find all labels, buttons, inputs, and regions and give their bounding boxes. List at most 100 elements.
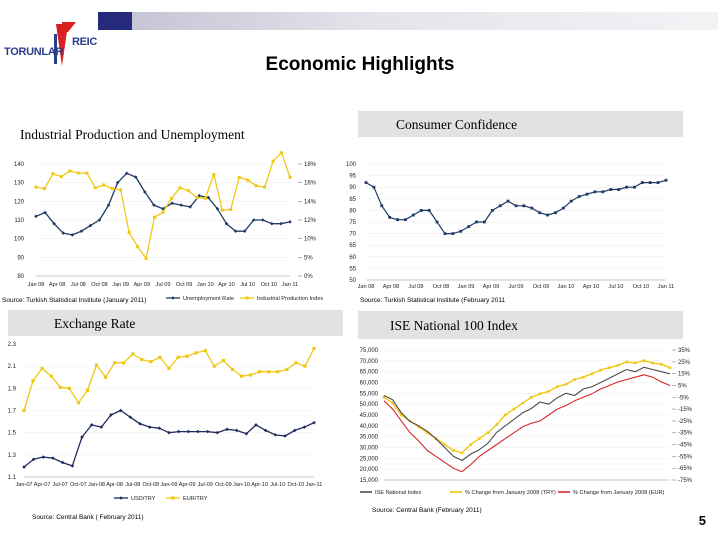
exchange-eur-point-26: [258, 370, 262, 374]
industrial-unemployment-point-26: [270, 221, 274, 226]
industrial-production-point-1: [42, 187, 46, 190]
confidence-category-2: Jul 08: [409, 284, 424, 290]
industrial-category-3: Oct 08: [91, 282, 107, 288]
exchange-tick-1: 1.3: [8, 453, 17, 459]
industrial-category-8: Jan 10: [197, 282, 214, 288]
ise-try-point-27: [616, 364, 620, 367]
exchange-category-10: Jul-09: [198, 482, 213, 488]
exchange-legend-marker-1: [171, 496, 175, 500]
exchange-category-3: Oct-07: [70, 482, 87, 488]
exchange-eur-point-18: [185, 354, 189, 358]
industrial-left-tick-5: 130: [14, 181, 25, 187]
industrial-category-0: Jan 08: [28, 282, 45, 288]
confidence-series-point-6: [411, 213, 415, 217]
confidence-series-point-8: [427, 209, 431, 212]
ise-try-point-0: [382, 395, 386, 399]
industrial-source: Source: Turkish Statistical Institute (J…: [2, 297, 147, 304]
ise-left-tick-3: 30,000: [360, 446, 379, 452]
exchange-category-5: Apr-08: [106, 482, 123, 488]
ise-try-point-21: [564, 382, 568, 386]
industrial-category-6: Jul 09: [156, 282, 171, 288]
ise-try-point-13: [495, 423, 498, 426]
ise-try-point-24: [590, 372, 594, 375]
exchange-category-2: Jul-07: [53, 482, 68, 488]
industrial-legend-label-0: Unemployment Rate: [183, 296, 234, 302]
confidence-series-point-32: [617, 188, 621, 191]
exchange-eur-point-14: [149, 360, 153, 364]
exchange-usd-point-8: [99, 425, 104, 429]
industrial-unemployment-point-7: [97, 218, 102, 222]
logo-text-right: REIC: [72, 36, 98, 48]
exchange-usd-point-14: [157, 426, 162, 431]
confidence-title-box: Consumer Confidence: [358, 111, 683, 137]
exchange-eur-point-13: [140, 357, 144, 362]
exchange-tick-0: 1.1: [8, 475, 17, 481]
industrial-production-point-14: [153, 215, 157, 219]
ise-left-tick-12: 75,000: [360, 348, 379, 354]
industrial-unemployment-point-27: [279, 221, 283, 226]
exchange-eur-point-20: [203, 349, 207, 353]
industrial-production-point-21: [212, 173, 216, 176]
ise-try-point-2: [400, 413, 403, 417]
ise-try-point-25: [599, 368, 602, 372]
confidence-category-9: Apr 10: [583, 284, 599, 290]
exchange-eur-point-28: [276, 370, 280, 374]
industrial-production-point-19: [195, 196, 199, 200]
confidence-tick-8: 90: [349, 185, 356, 191]
confidence-category-7: Oct 09: [533, 284, 549, 290]
industrial-production-point-4: [68, 169, 72, 173]
industrial-legend-label-1: Industrial Production Index: [257, 296, 323, 302]
exchange-tick-2: 1.5: [8, 431, 17, 437]
industrial-left-tick-3: 110: [14, 218, 24, 224]
ise-try-point-15: [512, 407, 516, 411]
exchange-category-6: Jul-08: [125, 482, 140, 488]
industrial-unemployment-point-28: [288, 220, 292, 224]
exchange-eur-point-24: [239, 374, 244, 378]
exchange-category-11: Oct-09: [215, 482, 232, 488]
industrial-right-tick-2: 10%: [304, 237, 317, 243]
industrial-production-point-25: [246, 178, 250, 182]
industrial-production-point-26: [254, 184, 258, 188]
industrial-production-point-3: [59, 175, 63, 179]
ise-right-tick-11: 35%: [678, 348, 691, 354]
industrial-right-tick-1: 5%: [304, 255, 313, 261]
ise-index-line: [383, 366, 671, 462]
ise-legend-label-1: % Change from January 2008 (TRY): [465, 490, 556, 496]
ise-right-tick-1: -65%: [678, 466, 693, 472]
ise-try-point-17: [530, 395, 533, 399]
ise-right-tick-8: 5%: [678, 383, 687, 389]
industrial-production-point-9: [110, 187, 114, 190]
ise-chart: 15,000 20,000 25,000 30,000 35,000 40,000 45,0…: [360, 348, 693, 496]
ise-eur-line: [383, 374, 671, 473]
industrial-category-10: Jul 10: [240, 282, 255, 288]
ise-left-tick-6: 45,000: [360, 413, 379, 419]
industrial-right-tick-4: 14%: [304, 199, 317, 205]
industrial-production-point-20: [203, 196, 207, 200]
ise-left-tick-7: 50,000: [360, 402, 379, 408]
industrial-production-line: [35, 152, 291, 260]
ise-left-tick-9: 60,000: [360, 381, 379, 387]
ise-try-point-29: [634, 361, 637, 365]
ise-try-point-22: [573, 378, 576, 381]
confidence-category-6: Jul 09: [509, 284, 524, 290]
ise-try-point-10: [469, 443, 472, 446]
exchange-panel-title: Exchange Rate: [54, 316, 136, 331]
ise-try-point-16: [521, 401, 524, 405]
confidence-series-point-23: [546, 213, 549, 217]
industrial-right-tick-0: 0%: [304, 274, 313, 280]
industrial-production-point-17: [178, 186, 182, 190]
industrial-production-point-13: [144, 257, 148, 260]
confidence-series-point-18: [506, 199, 510, 203]
confidence-series-point-35: [640, 181, 644, 184]
confidence-tick-0: 50: [349, 278, 356, 284]
exchange-eur-point-31: [303, 364, 307, 368]
confidence-series-point-28: [585, 192, 589, 196]
industrial-category-5: Apr 09: [134, 282, 150, 288]
ise-try-point-12: [486, 431, 490, 435]
industrial-unemployment-point-15: [170, 201, 174, 205]
industrial-category-11: Oct 10: [261, 282, 277, 288]
exchange-usd-point-29: [302, 425, 307, 429]
confidence-chart: 50 55 60 65 70 75 80 85 90 95 100 Jan 08 Apr 08 Jul 0…: [346, 162, 674, 290]
industrial-production-point-27: [263, 185, 267, 189]
